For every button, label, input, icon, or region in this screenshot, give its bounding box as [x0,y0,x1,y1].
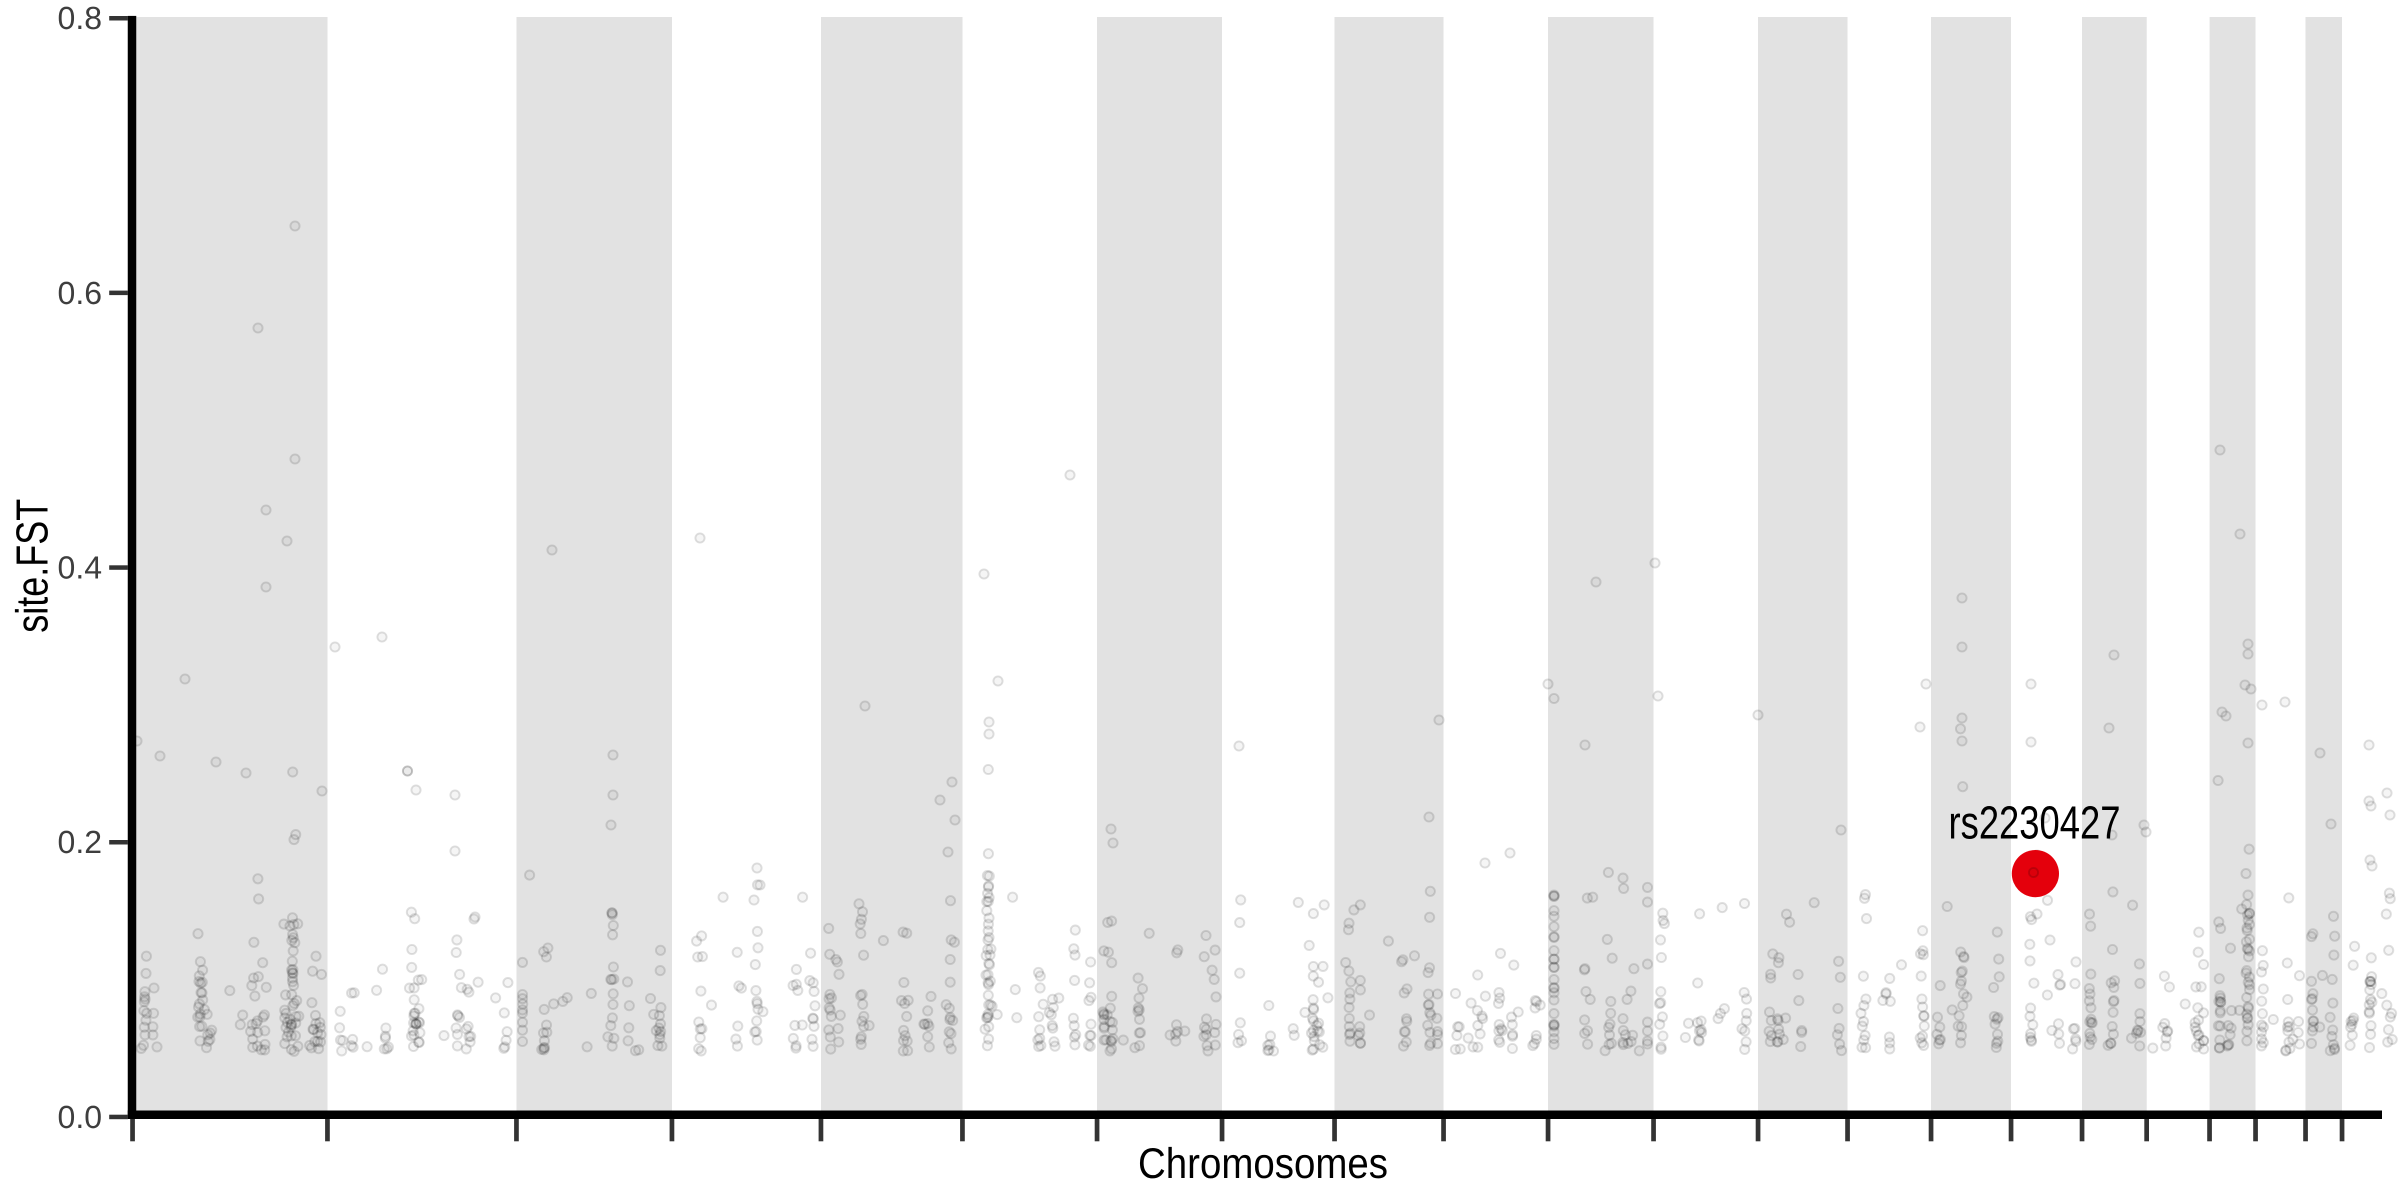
svg-text:rs2230427: rs2230427 [1949,797,2121,849]
svg-text:0.0: 0.0 [58,1099,102,1135]
svg-text:0.2: 0.2 [58,824,102,860]
svg-text:Chromosomes: Chromosomes [1138,1140,1388,1188]
svg-text:0.8: 0.8 [58,0,102,36]
svg-text:0.4: 0.4 [58,550,102,586]
svg-text:site.FST: site.FST [7,499,58,633]
svg-text:0.6: 0.6 [58,275,102,311]
